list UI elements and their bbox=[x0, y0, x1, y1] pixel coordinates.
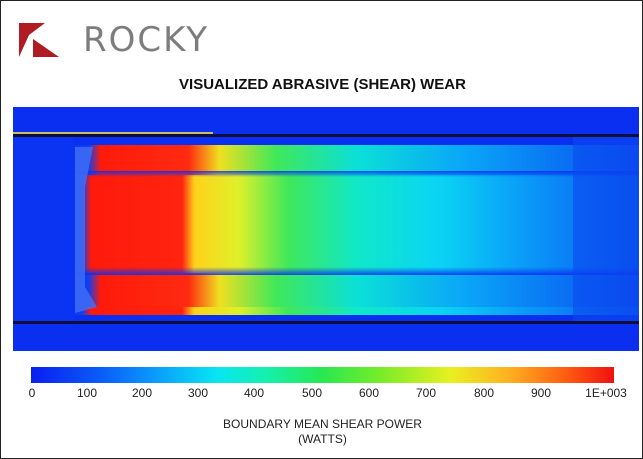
inlet-edge bbox=[75, 147, 97, 313]
tick-label: 300 bbox=[187, 386, 209, 400]
color-scale-ticks: 0 100 200 300 400 500 600 700 800 900 1E… bbox=[1, 386, 643, 402]
tick-label: 200 bbox=[131, 386, 153, 400]
brand-name: ROCKY bbox=[83, 20, 209, 60]
tick-label: 900 bbox=[530, 386, 552, 400]
wear-lower-band bbox=[13, 273, 639, 307]
scale-label-line2: (WATTS) bbox=[298, 432, 347, 446]
tick-label: 1E+003 bbox=[585, 386, 627, 400]
top-wall-highlight bbox=[13, 132, 213, 134]
bottom-strip bbox=[13, 324, 639, 351]
wear-visualization bbox=[13, 107, 639, 351]
tick-label: 800 bbox=[473, 386, 495, 400]
top-wall bbox=[13, 134, 639, 137]
bottom-wall bbox=[13, 321, 639, 324]
outlet-zone bbox=[573, 137, 639, 321]
tick-label: 100 bbox=[76, 386, 98, 400]
upper-streak bbox=[13, 171, 639, 177]
color-scale-bar bbox=[31, 367, 614, 383]
lower-streak bbox=[13, 267, 639, 275]
tick-label: 400 bbox=[243, 386, 265, 400]
scale-label-line1: BOUNDARY MEAN SHEAR POWER bbox=[223, 417, 422, 431]
rocky-logo-icon bbox=[19, 23, 59, 57]
tick-label: 0 bbox=[28, 386, 36, 400]
inlet-zone bbox=[13, 137, 75, 321]
tick-label: 700 bbox=[415, 386, 437, 400]
top-strip bbox=[13, 107, 639, 132]
wear-upper-band bbox=[13, 145, 639, 175]
tick-label: 500 bbox=[301, 386, 323, 400]
chart-title: VISUALIZED ABRASIVE (SHEAR) WEAR bbox=[179, 76, 466, 93]
tick-label: 600 bbox=[358, 386, 380, 400]
